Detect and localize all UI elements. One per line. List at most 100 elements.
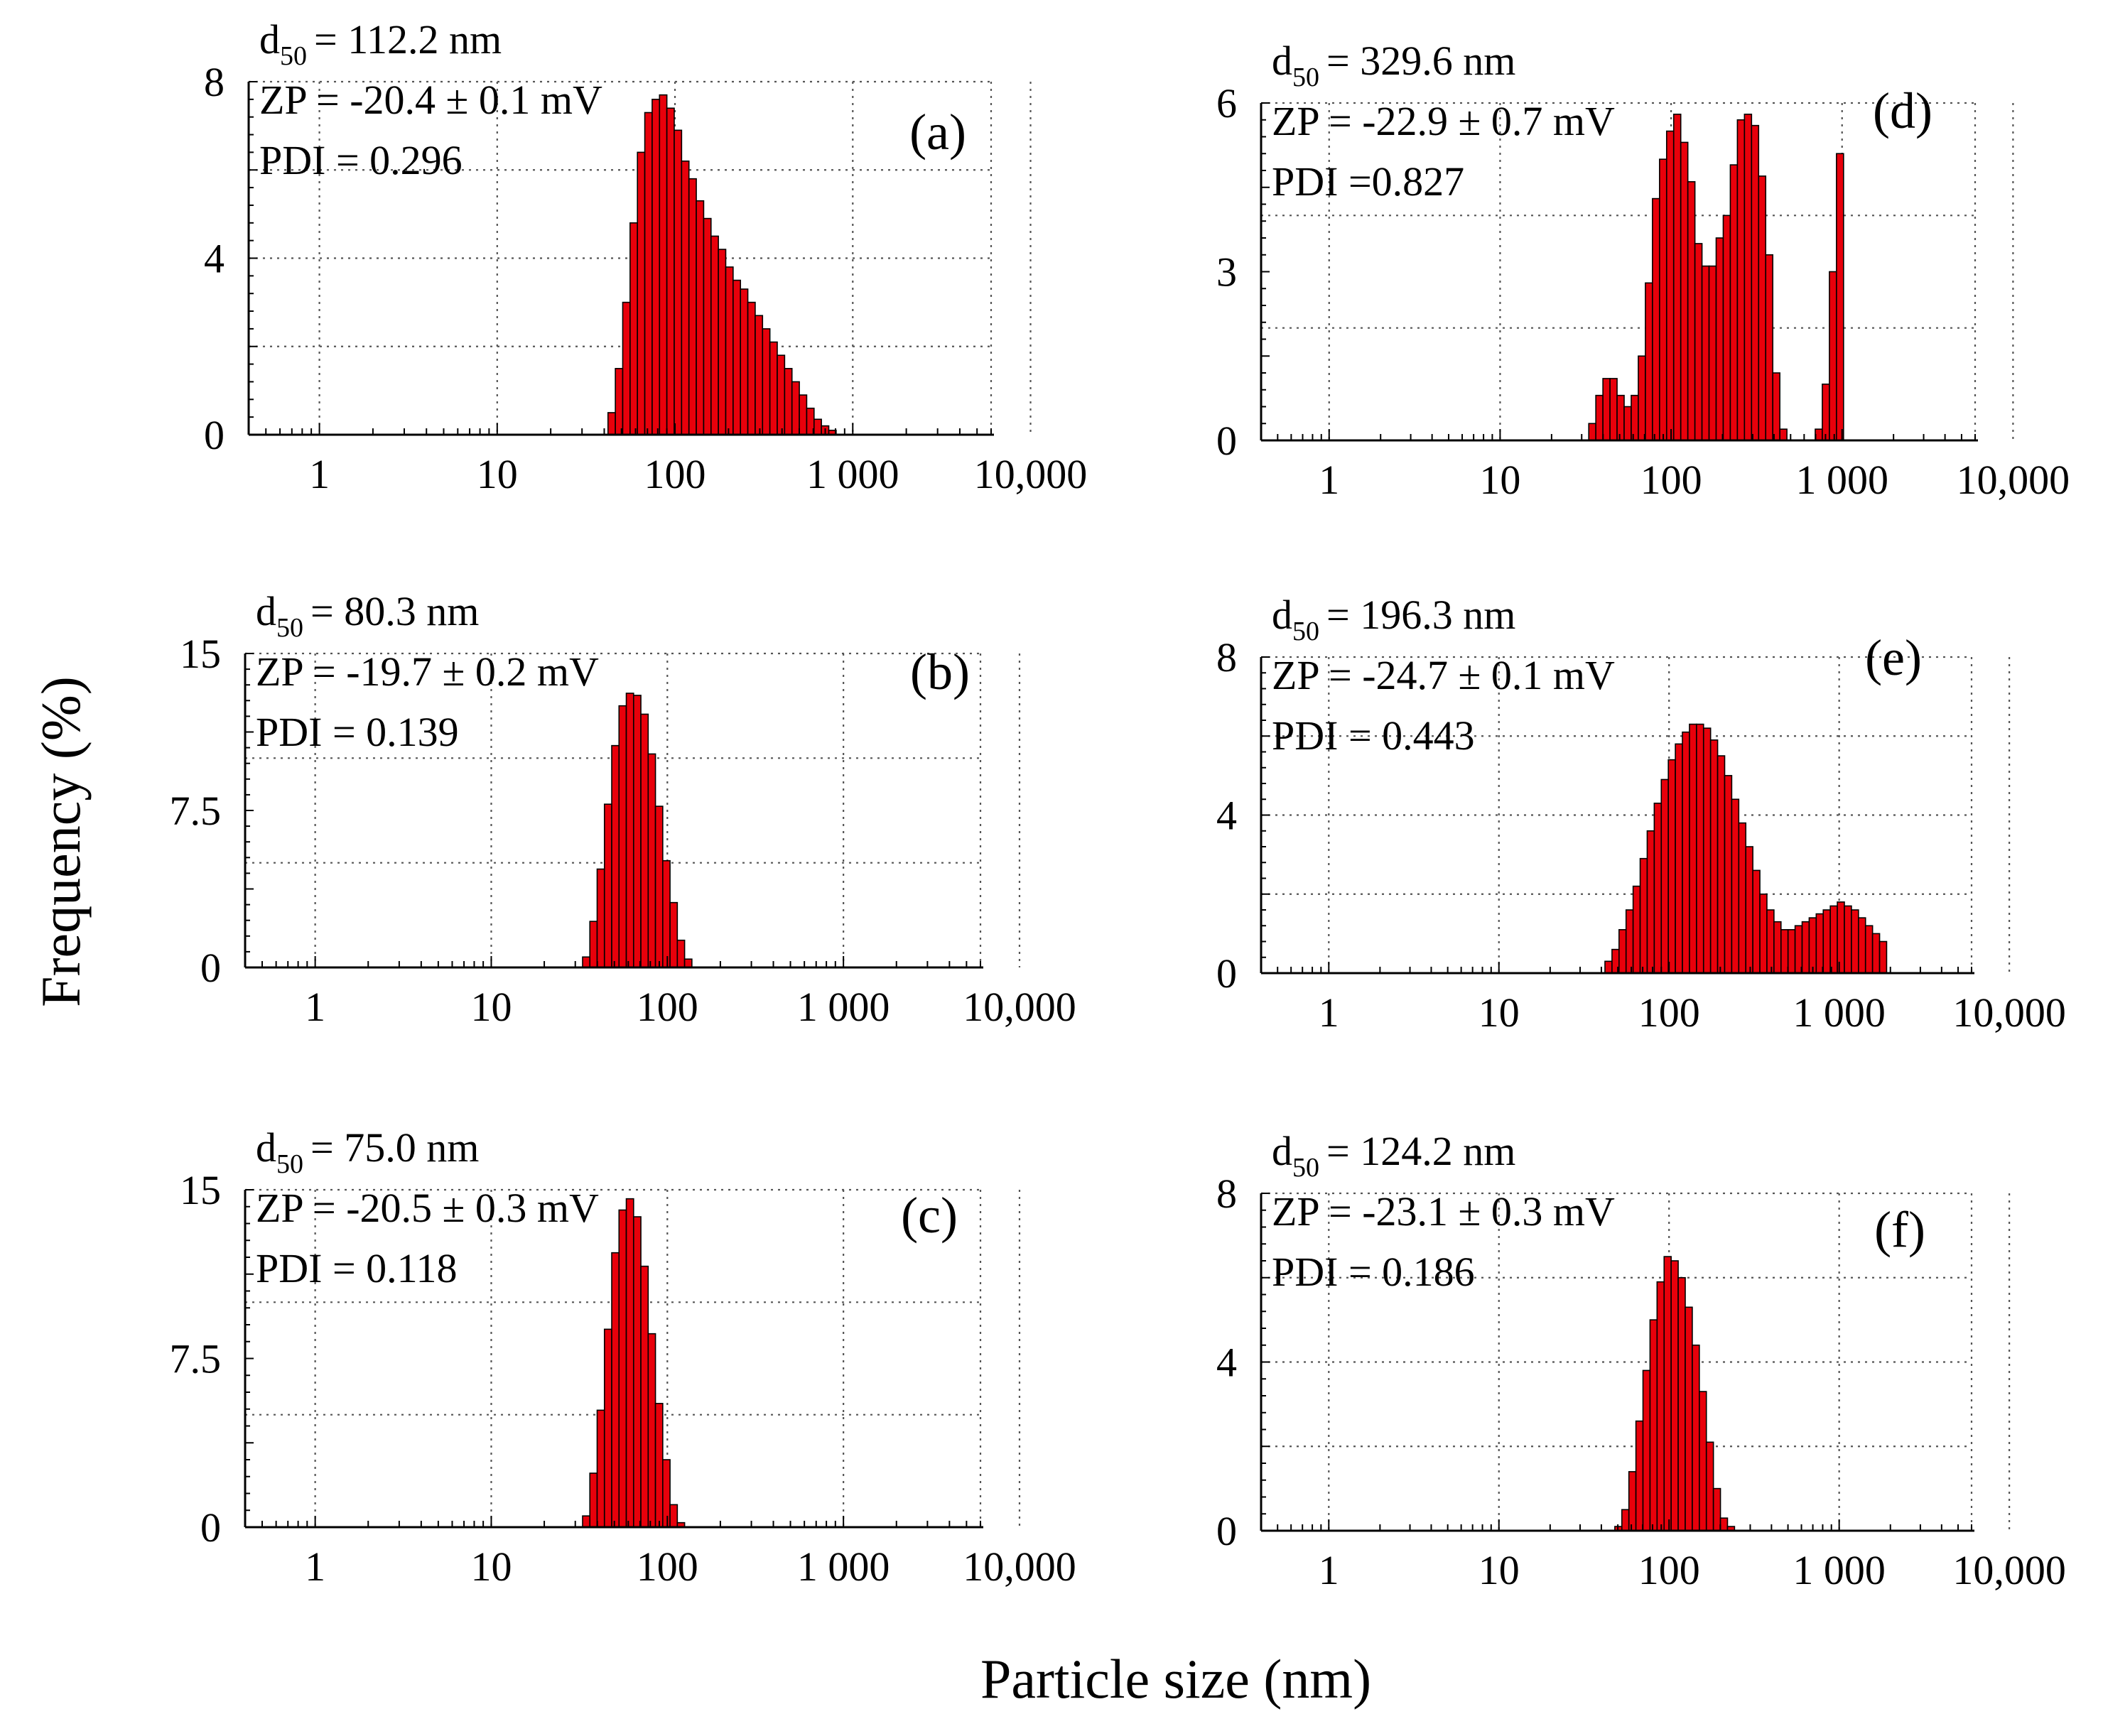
x-tick-label: 1 (305, 984, 325, 1030)
zeta-potential-annotation: ZP = -20.5 ± 0.3 mV (256, 1185, 599, 1231)
histogram-bar (625, 693, 634, 968)
histogram-bar (1780, 929, 1789, 974)
histogram-bar (1595, 394, 1604, 441)
y-tick-label: 4 (1216, 793, 1237, 839)
histogram-bar (1628, 1471, 1637, 1531)
histogram-bar (654, 1403, 664, 1528)
histogram-bar (718, 249, 727, 435)
histogram-bar (1675, 743, 1683, 974)
histogram-bar (618, 705, 627, 968)
histogram-bar (1758, 175, 1767, 441)
d50-symbol: d (1272, 38, 1292, 84)
histogram-bar (1759, 893, 1768, 974)
histogram-bar (603, 1328, 612, 1528)
histogram-bar (791, 381, 800, 435)
histogram-bar (589, 921, 598, 968)
histogram-bar (1625, 909, 1634, 974)
histogram-bar (1837, 901, 1845, 974)
histogram-bar (611, 744, 620, 968)
y-tick-label: 7.5 (170, 788, 222, 834)
x-tick-label: 10 (470, 1544, 512, 1590)
histogram-bar (1660, 779, 1669, 974)
histogram-bar (676, 939, 686, 968)
histogram-bar (669, 1504, 679, 1528)
histogram-bar (703, 217, 712, 435)
histogram-bar (1738, 822, 1747, 974)
histogram-bar (1836, 153, 1844, 441)
histogram-bar (762, 328, 771, 435)
x-tick-label: 1 (1319, 1547, 1339, 1593)
histogram-bar (1618, 929, 1627, 974)
x-tick-label: 1 (309, 451, 330, 497)
histogram-bar (1712, 1487, 1721, 1531)
d50-value: = 112.2 nm (314, 16, 502, 63)
histogram-bar (747, 301, 756, 435)
d50-symbol: d (256, 588, 276, 634)
histogram-bar (1829, 271, 1837, 441)
histogram-bar (740, 288, 749, 435)
pdi-annotation: PDI = 0.296 (259, 137, 463, 183)
histogram-bar (1745, 846, 1753, 974)
histogram-bar (1829, 905, 1838, 974)
x-tick-label: 10 (1479, 457, 1520, 503)
histogram-bar (618, 1209, 627, 1528)
d50-annotation: d50 = 80.3 nm (256, 588, 479, 643)
histogram-bar (652, 99, 661, 435)
zeta-potential-annotation: ZP = -24.7 ± 0.1 mV (1272, 652, 1615, 698)
histogram-bar (1815, 428, 1823, 441)
d50-value: = 329.6 nm (1326, 38, 1515, 84)
y-tick-label: 8 (1216, 634, 1237, 680)
y-tick-label: 7.5 (170, 1336, 222, 1382)
histogram-bar (640, 713, 649, 968)
d50-annotation: d50 = 329.6 nm (1272, 38, 1515, 92)
histogram-bar (1765, 254, 1774, 441)
x-tick-label: 1 (305, 1544, 325, 1590)
histogram-bar (1663, 1256, 1672, 1531)
pdi-annotation: PDI = 0.118 (256, 1245, 458, 1291)
histogram-bar (1822, 909, 1831, 974)
histogram-bar (1715, 237, 1724, 441)
d50-value: = 124.2 nm (1326, 1128, 1515, 1174)
d50-value: = 196.3 nm (1326, 592, 1515, 638)
histogram-bar (622, 301, 631, 435)
histogram-bar (1687, 181, 1696, 441)
histogram-bar (1787, 929, 1796, 974)
histogram-bar (1653, 803, 1663, 974)
x-tick-label: 10,000 (963, 1544, 1076, 1590)
x-tick-label: 100 (637, 1544, 698, 1590)
x-tick-label: 10 (477, 451, 518, 497)
histogram-bar (596, 868, 605, 968)
histogram-bar (1878, 940, 1888, 974)
histogram-bar (777, 354, 786, 435)
d50-subscript: 50 (1292, 1153, 1319, 1183)
x-tick-label: 1 000 (797, 984, 890, 1030)
histogram-bar (1632, 885, 1641, 974)
histogram-bar (1871, 933, 1881, 974)
histogram-bar (769, 341, 778, 435)
y-tick-label: 4 (1216, 1340, 1237, 1386)
d50-annotation: d50 = 112.2 nm (259, 16, 502, 71)
histogram-bar (1692, 1344, 1700, 1531)
histogram-bar (1815, 913, 1824, 974)
x-tick-label: 1 000 (1795, 457, 1888, 503)
histogram-bar (1621, 1509, 1630, 1531)
x-tick-label: 1 000 (1793, 1547, 1886, 1593)
histogram-bar (1677, 1276, 1686, 1531)
figure-ylabel: Frequency (%) (30, 676, 92, 1007)
d50-subscript: 50 (276, 613, 303, 643)
x-tick-label: 1 (1319, 457, 1339, 503)
histogram-bar (1744, 114, 1753, 441)
histogram-bar (1645, 282, 1653, 441)
histogram-bar (629, 222, 639, 435)
histogram-bar (784, 368, 793, 435)
histogram-bar (725, 266, 734, 435)
histogram-bar (654, 805, 664, 968)
histogram-bar (611, 1252, 620, 1528)
x-tick-label: 10 (1478, 1547, 1520, 1593)
d50-symbol: d (259, 16, 280, 63)
d50-annotation: d50 = 196.3 nm (1272, 592, 1515, 646)
y-tick-label: 8 (1216, 1171, 1237, 1217)
